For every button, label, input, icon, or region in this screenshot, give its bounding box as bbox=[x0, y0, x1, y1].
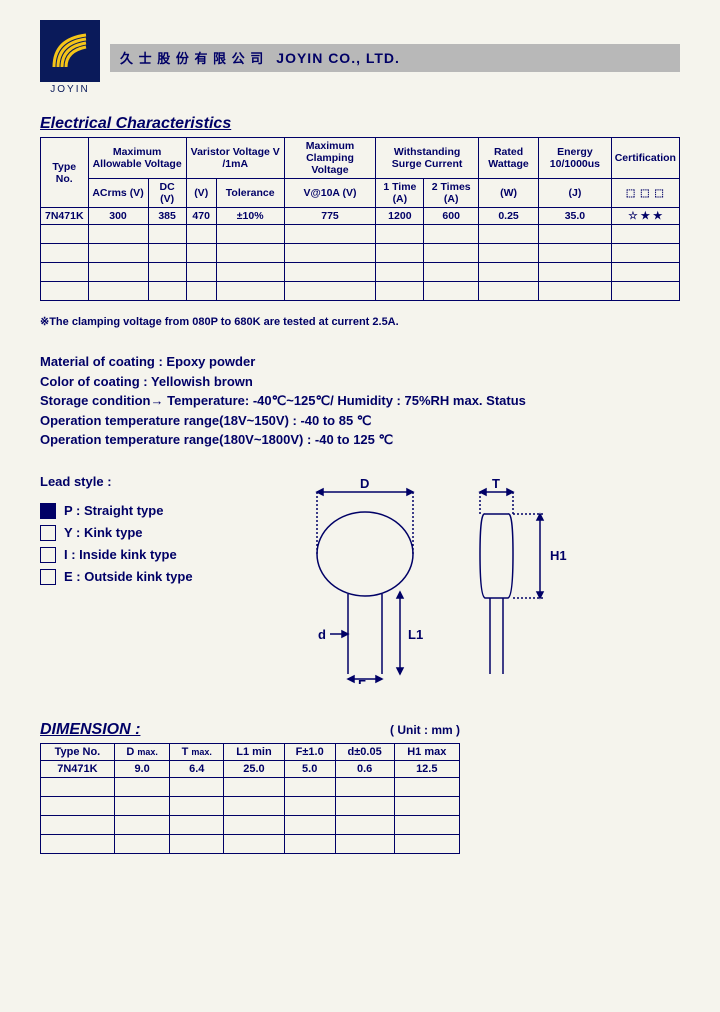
list-item: P : Straight type bbox=[40, 503, 240, 519]
th-watt: Rated Wattage bbox=[478, 138, 538, 179]
list-item: Y : Kink type bbox=[40, 525, 240, 541]
company-bar: 久 士 股 份 有 限 公 司 JOYIN CO., LTD. bbox=[110, 44, 680, 72]
table-row: 7N471K 9.0 6.4 25.0 5.0 0.6 12.5 bbox=[41, 760, 460, 777]
dimension-diagram: D T H1 L1 d F bbox=[270, 474, 680, 689]
th-j: (J) bbox=[539, 179, 612, 208]
table-row bbox=[41, 796, 460, 815]
th-acrms: ACrms (V) bbox=[88, 179, 148, 208]
th-energy: Energy 10/1000us bbox=[539, 138, 612, 179]
checkbox-icon bbox=[40, 503, 56, 519]
table-row bbox=[41, 225, 680, 244]
clamping-note: ※The clamping voltage from 080P to 680K … bbox=[40, 315, 680, 328]
th-w: (W) bbox=[478, 179, 538, 208]
spec-line: Operation temperature range(18V~150V) : … bbox=[40, 411, 680, 431]
th-cert-icons: ⬚ ⬚ ⬚ bbox=[611, 179, 679, 208]
company-name-en: JOYIN CO., LTD. bbox=[276, 50, 400, 66]
spec-line: Color of coating : Yellowish brown bbox=[40, 372, 680, 392]
company-name-cn: 久 士 股 份 有 限 公 司 bbox=[120, 48, 264, 67]
table-row bbox=[41, 263, 680, 282]
list-item: I : Inside kink type bbox=[40, 547, 240, 563]
th-v10a: V@10A (V) bbox=[284, 179, 376, 208]
table-row bbox=[41, 815, 460, 834]
list-item: E : Outside kink type bbox=[40, 569, 240, 585]
svg-text:d: d bbox=[318, 627, 326, 642]
th-maxv: Maximum Allowable Voltage bbox=[88, 138, 186, 179]
table-row bbox=[41, 834, 460, 853]
dim-title: DIMENSION : bbox=[40, 721, 140, 739]
lead-style-list: Lead style : P : Straight type Y : Kink … bbox=[40, 474, 240, 689]
header: JOYIN 久 士 股 份 有 限 公 司 JOYIN CO., LTD. bbox=[40, 20, 680, 95]
logo-icon bbox=[48, 29, 92, 73]
logo-block: JOYIN bbox=[40, 20, 100, 95]
th-dc: DC (V) bbox=[148, 179, 186, 208]
th-tol: Tolerance bbox=[216, 179, 284, 208]
th-varv: Varistor Voltage V /1mA bbox=[186, 138, 284, 179]
checkbox-icon bbox=[40, 547, 56, 563]
elec-table: Type No. Maximum Allowable Voltage Varis… bbox=[40, 137, 680, 301]
checkbox-icon bbox=[40, 525, 56, 541]
th-type: Type No. bbox=[41, 743, 115, 760]
elec-title: Electrical Characteristics bbox=[40, 115, 680, 133]
svg-text:F: F bbox=[358, 677, 366, 684]
spec-line: Material of coating : Epoxy powder bbox=[40, 352, 680, 372]
th-v: (V) bbox=[186, 179, 216, 208]
th-t1: 1 Time (A) bbox=[376, 179, 424, 208]
table-row: 7N471K 300 385 470 ±10% 775 1200 600 0.2… bbox=[41, 208, 680, 225]
logo-text: JOYIN bbox=[50, 84, 89, 95]
table-row bbox=[41, 244, 680, 263]
company-logo bbox=[40, 20, 100, 82]
lead-title: Lead style : bbox=[40, 474, 240, 489]
spec-block: Material of coating : Epoxy powder Color… bbox=[40, 352, 680, 450]
spec-line: Operation temperature range(180V~1800V) … bbox=[40, 430, 680, 450]
svg-text:L1: L1 bbox=[408, 627, 423, 642]
checkbox-icon bbox=[40, 569, 56, 585]
svg-text:T: T bbox=[492, 476, 500, 491]
dim-unit: ( Unit : mm ) bbox=[390, 723, 460, 737]
th-cert: Certification bbox=[611, 138, 679, 179]
svg-text:D: D bbox=[360, 476, 369, 491]
table-row bbox=[41, 777, 460, 796]
th-t2: 2 Times (A) bbox=[424, 179, 479, 208]
th-surge: Withstanding Surge Current bbox=[376, 138, 479, 179]
dim-table: Type No. D max. T max. L1 min F±1.0 d±0.… bbox=[40, 743, 460, 854]
svg-text:H1: H1 bbox=[550, 548, 567, 563]
th-clamp: Maximum Clamping Voltage bbox=[284, 138, 376, 179]
th-type: Type No. bbox=[41, 138, 89, 208]
table-row bbox=[41, 282, 680, 301]
spec-line: Storage condition→ Temperature: -40℃~125… bbox=[40, 391, 680, 411]
